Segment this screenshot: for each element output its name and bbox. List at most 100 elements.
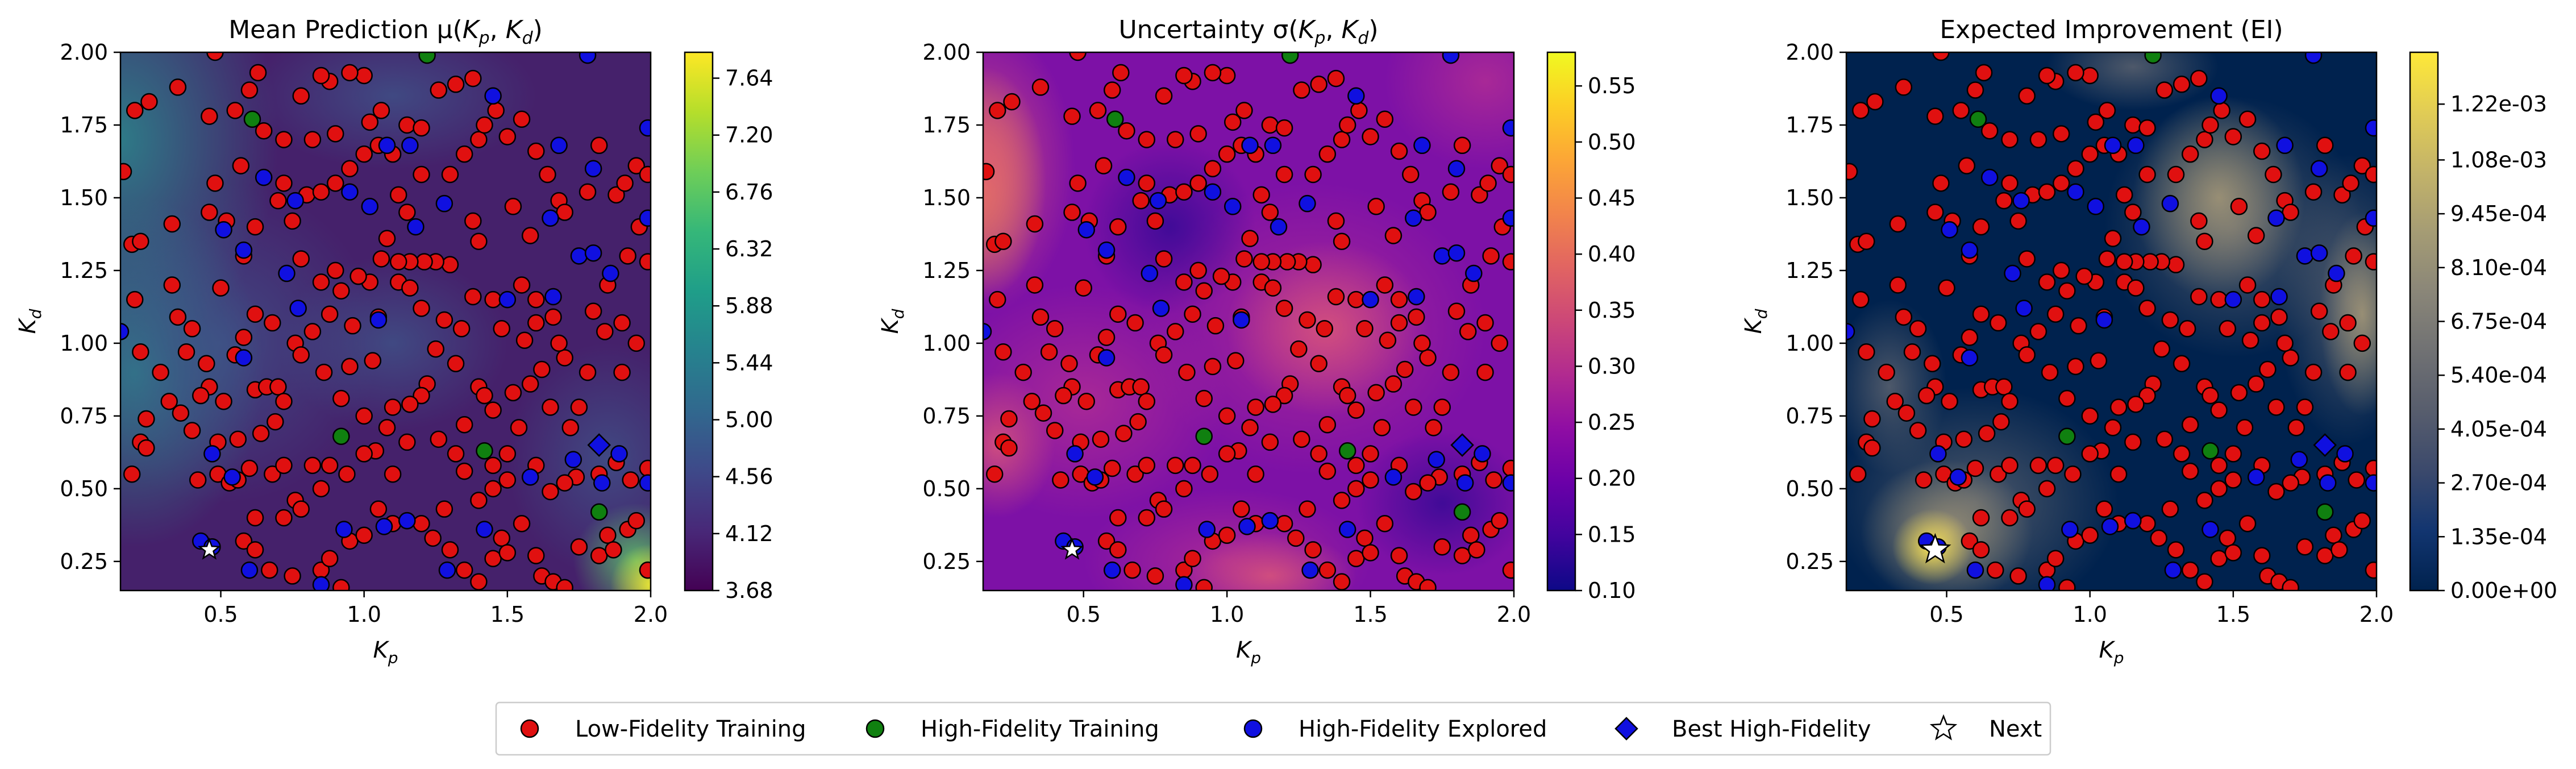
low-fidelity-point	[1155, 87, 1173, 105]
low-fidelity-point	[2067, 160, 2084, 178]
low-fidelity-point	[2310, 302, 2328, 320]
low-fidelity-point	[1966, 81, 1984, 99]
high-fidelity-explored-point	[1204, 183, 1222, 201]
low-fidelity-point	[235, 532, 253, 550]
colorbar-tick-label: 4.12	[725, 521, 773, 546]
high-fidelity-explored-point	[1428, 451, 1445, 468]
low-fidelity-point	[2167, 256, 2185, 273]
low-fidelity-point	[1909, 422, 1927, 439]
best-high-fidelity-marker	[587, 433, 611, 457]
low-fidelity-point	[1089, 102, 1107, 119]
low-fidelity-point	[2339, 314, 2357, 332]
legend-item-next: Next	[1929, 714, 2042, 742]
high-fidelity-explored-point	[639, 474, 651, 492]
low-fidelity-point	[2365, 165, 2377, 184]
low-fidelity-point	[1350, 102, 1368, 119]
low-fidelity-point	[2018, 250, 2036, 268]
panel-mu: 0.5 1.0 1.5 2.0 0.25 0.50 0.75 1.00 1.25 1.50 1.75…	[15, 15, 773, 667]
low-fidelity-point	[1233, 500, 1250, 518]
high-fidelity-explored-point	[2328, 264, 2345, 282]
low-fidelity-point	[2070, 317, 2087, 335]
low-fidelity-point	[2058, 282, 2076, 300]
low-fidelity-point	[1995, 192, 2013, 210]
x-ticks: 0.5 1.0 1.5 2.0	[203, 591, 668, 627]
low-fidelity-point	[627, 334, 646, 352]
low-fidelity-point	[2081, 445, 2099, 463]
high-fidelity-explored-point	[550, 136, 568, 155]
low-fidelity-point	[1433, 538, 1451, 556]
y-tick-label: 1.50	[922, 185, 971, 210]
low-fidelity-point	[447, 445, 465, 463]
legend-label: Next	[1989, 716, 2042, 742]
low-fidelity-point	[464, 69, 482, 88]
legend-marker	[1614, 717, 1638, 741]
low-fidelity-point	[1419, 203, 1437, 221]
low-fidelity-point	[1000, 439, 1018, 457]
low-fidelity-point	[1095, 157, 1113, 174]
low-fidelity-point	[1433, 398, 1451, 416]
low-fidelity-point	[1459, 323, 1477, 340]
chart-title: Uncertainty σ(Kp, Kd)	[1118, 15, 1378, 48]
low-fidelity-point	[389, 253, 407, 271]
high-fidelity-explored-point	[1941, 221, 1958, 239]
high-fidelity-explored-point	[1413, 136, 1431, 155]
low-fidelity-point	[1889, 215, 1907, 233]
x-ticks: 0.5 1.0 1.5 2.0	[1066, 591, 1531, 627]
colorbar-tick-label: 0.55	[1588, 73, 1636, 98]
low-fidelity-point	[1961, 532, 1979, 550]
low-fidelity-point	[504, 198, 522, 215]
low-fidelity-point	[2210, 550, 2228, 567]
low-fidelity-point	[2155, 430, 2174, 448]
low-fidelity-point	[2296, 398, 2314, 416]
colorbar-tick-label: 5.44	[725, 350, 773, 375]
low-fidelity-point	[2064, 465, 2082, 483]
low-fidelity-point	[515, 331, 534, 350]
low-fidelity-point	[447, 76, 465, 93]
low-fidelity-point	[2230, 384, 2248, 402]
low-fidelity-point	[1932, 174, 1950, 192]
low-fidelity-point	[189, 471, 207, 489]
low-fidelity-point	[1264, 279, 1282, 297]
low-fidelity-point	[427, 340, 445, 358]
low-fidelity-point	[579, 183, 597, 201]
high-fidelity-explored-point	[398, 512, 416, 530]
low-fidelity-point	[1453, 547, 1471, 564]
low-fidelity-point	[1846, 163, 1858, 181]
low-fidelity-point	[985, 465, 1004, 483]
high-fidelity-explored-point	[235, 241, 253, 259]
y-tick-label: 1.75	[922, 113, 971, 138]
low-fidelity-point	[361, 113, 379, 131]
high-fidelity-training-point	[418, 52, 436, 64]
low-fidelity-point	[326, 261, 344, 280]
low-fidelity-point	[275, 509, 293, 527]
y-tick-label: 1.00	[60, 331, 108, 356]
low-fidelity-point	[1304, 541, 1322, 559]
low-fidelity-point	[1903, 343, 1921, 361]
colorbar-tick-label: 6.76	[725, 180, 773, 205]
low-fidelity-point	[2304, 363, 2323, 381]
low-fidelity-point	[284, 567, 301, 585]
low-fidelity-point	[1275, 515, 1293, 533]
low-fidelity-point	[2196, 492, 2213, 509]
colorbar: 3.68 4.12 4.56 5.00 5.44 5.88 6.32 6.76 7.20 7.64	[684, 51, 773, 603]
low-fidelity-point	[326, 125, 344, 143]
low-fidelity-point	[1367, 384, 1385, 402]
low-fidelity-point	[988, 290, 1006, 309]
low-fidelity-point	[1347, 550, 1365, 567]
low-fidelity-point	[2038, 183, 2056, 201]
colorbar-tick-label: 0.45	[1588, 185, 1636, 210]
y-axis-label: Kd	[877, 309, 908, 334]
low-fidelity-point	[1405, 398, 1422, 416]
low-fidelity-point	[556, 203, 573, 221]
low-fidelity-point	[275, 456, 293, 475]
y-tick-label: 1.25	[60, 258, 108, 283]
low-fidelity-point	[1175, 66, 1193, 85]
low-fidelity-point	[2190, 288, 2208, 306]
high-fidelity-explored-point	[1502, 474, 1514, 492]
x-axis-label: Kp	[1236, 637, 1261, 667]
high-fidelity-training-point	[590, 503, 608, 521]
high-fidelity-training-point	[2316, 503, 2334, 521]
low-fidelity-point	[1390, 142, 1408, 160]
low-fidelity-point	[1046, 320, 1064, 338]
low-fidelity-point	[1373, 419, 1391, 437]
